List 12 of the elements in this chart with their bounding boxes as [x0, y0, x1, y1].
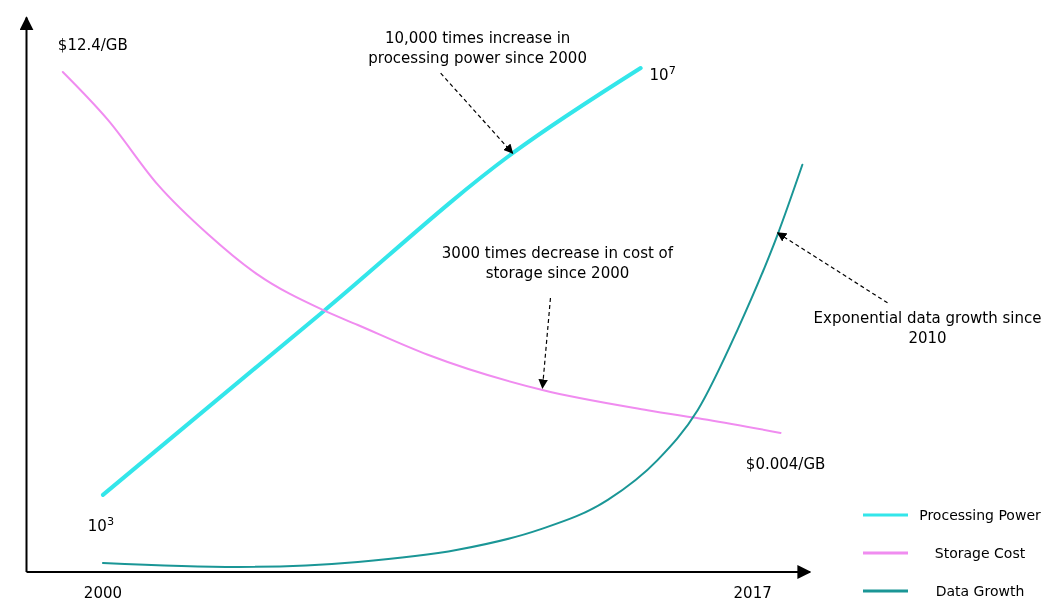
annotation: 10$^{3}$: [87, 514, 115, 535]
x-tick-label: 2000: [83, 584, 123, 602]
x-tick-label: 2017: [733, 584, 772, 602]
legend-label: Data Growth: [935, 583, 1025, 599]
legend-label: Processing Power: [919, 507, 1042, 523]
annotation: $12.4/GB: [57, 36, 128, 55]
annotation: 3000 times decrease in cost of storage since 2000: [441, 244, 674, 283]
annotation: 10$^{7}$: [649, 63, 676, 84]
annotation: Exponential data growth since 2010: [813, 308, 1042, 347]
annotation: $0.004/GB: [745, 454, 826, 473]
annotation: 10,000 times increase in processing power since 2000: [368, 29, 587, 68]
legend-label: Storage Cost: [934, 545, 1026, 561]
